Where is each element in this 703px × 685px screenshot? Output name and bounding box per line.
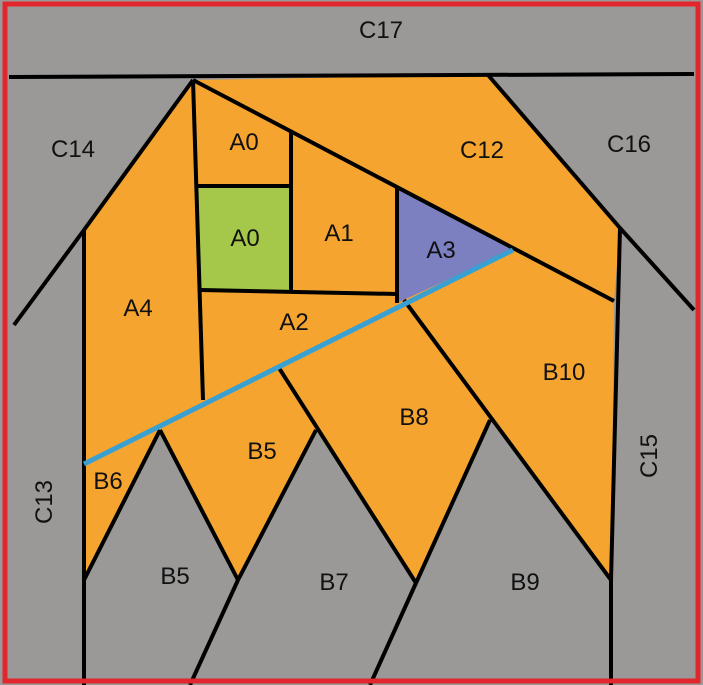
label-c16: C16 [607, 131, 651, 158]
line-c14-lower [12, 228, 86, 327]
piece-outlines [8, 72, 696, 685]
line-b7-bottom [188, 579, 240, 685]
piece-a1-shape [291, 130, 397, 294]
line-a4-left-upper [82, 78, 195, 232]
line-top-band [8, 72, 695, 79]
line-c16-lower [618, 226, 696, 312]
label-a0-green: A0 [230, 225, 259, 252]
label-c12: C12 [460, 137, 504, 164]
line-b7-left [236, 429, 318, 581]
line-c12-top-diagonal [192, 78, 615, 303]
label-b5-lower: B5 [160, 563, 189, 590]
piece-a2-shape [84, 250, 614, 583]
line-c12-right [486, 73, 622, 230]
line-b10-left [402, 298, 613, 582]
piece-a0-green-shape [197, 186, 291, 292]
label-b8: B8 [399, 404, 428, 431]
label-c14: C14 [51, 136, 95, 163]
line-b8-left [277, 366, 418, 585]
label-b7: B7 [319, 569, 348, 596]
label-c13: C13 [31, 480, 58, 524]
label-a3: A3 [426, 237, 455, 264]
piece-c12-shape [193, 75, 620, 301]
label-a0-top: A0 [229, 129, 258, 156]
piece-a0-top-shape [193, 80, 291, 186]
label-b10: B10 [543, 359, 586, 386]
line-b9-bottom [368, 582, 418, 685]
line-a4-right [191, 79, 205, 401]
line-b6-right [82, 429, 162, 581]
seam-line [82, 247, 515, 467]
label-b5-upper: B5 [247, 438, 276, 465]
label-a4: A4 [123, 295, 152, 322]
label-b9: B9 [510, 569, 539, 596]
line-b9-left [414, 419, 492, 584]
piece-a4-shape [84, 80, 203, 580]
label-c17: C17 [359, 17, 403, 44]
piece-a3-shape [397, 187, 513, 303]
line-c15-left [609, 227, 622, 581]
label-a2: A2 [279, 309, 308, 336]
label-b6: B6 [93, 468, 122, 495]
label-c15: C15 [636, 434, 663, 478]
label-a1: A1 [324, 220, 353, 247]
line-b5-left [158, 429, 240, 581]
line-a0-green-bottom [200, 288, 398, 296]
